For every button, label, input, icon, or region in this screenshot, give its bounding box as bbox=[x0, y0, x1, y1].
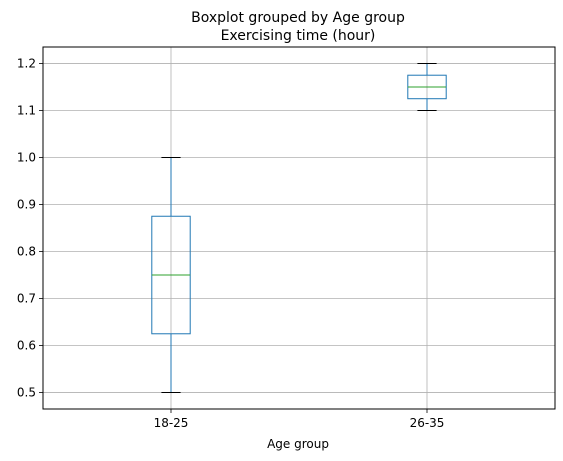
x-axis-label: Age group bbox=[267, 437, 329, 451]
chart-title: Exercising time (hour) bbox=[221, 28, 376, 44]
box-18-25 bbox=[151, 156, 191, 394]
y-tick-label: 0.8 bbox=[17, 245, 36, 259]
boxes bbox=[151, 62, 447, 394]
x-axis-ticks: 18-25 26-35 bbox=[154, 409, 445, 430]
y-tick-label: 1.2 bbox=[17, 56, 36, 70]
x-tick-label: 18-25 bbox=[154, 416, 189, 430]
y-axis-ticks: 0.5 0.6 0.7 0.8 0.9 1.0 1.1 1.2 bbox=[17, 56, 43, 400]
chart-suptitle: Boxplot grouped by Age group bbox=[191, 10, 405, 26]
y-tick-label: 1.0 bbox=[17, 150, 36, 164]
y-tick-label: 0.6 bbox=[17, 339, 36, 353]
plot-area-frame bbox=[42, 46, 556, 410]
x-tick-label: 26-35 bbox=[410, 416, 445, 430]
y-tick-label: 0.9 bbox=[17, 197, 36, 211]
y-tick-label: 1.1 bbox=[17, 103, 36, 117]
y-tick-label: 0.5 bbox=[17, 386, 36, 400]
y-tick-label: 0.7 bbox=[17, 292, 36, 306]
box-26-35 bbox=[407, 62, 447, 111]
grid-lines bbox=[43, 47, 555, 409]
